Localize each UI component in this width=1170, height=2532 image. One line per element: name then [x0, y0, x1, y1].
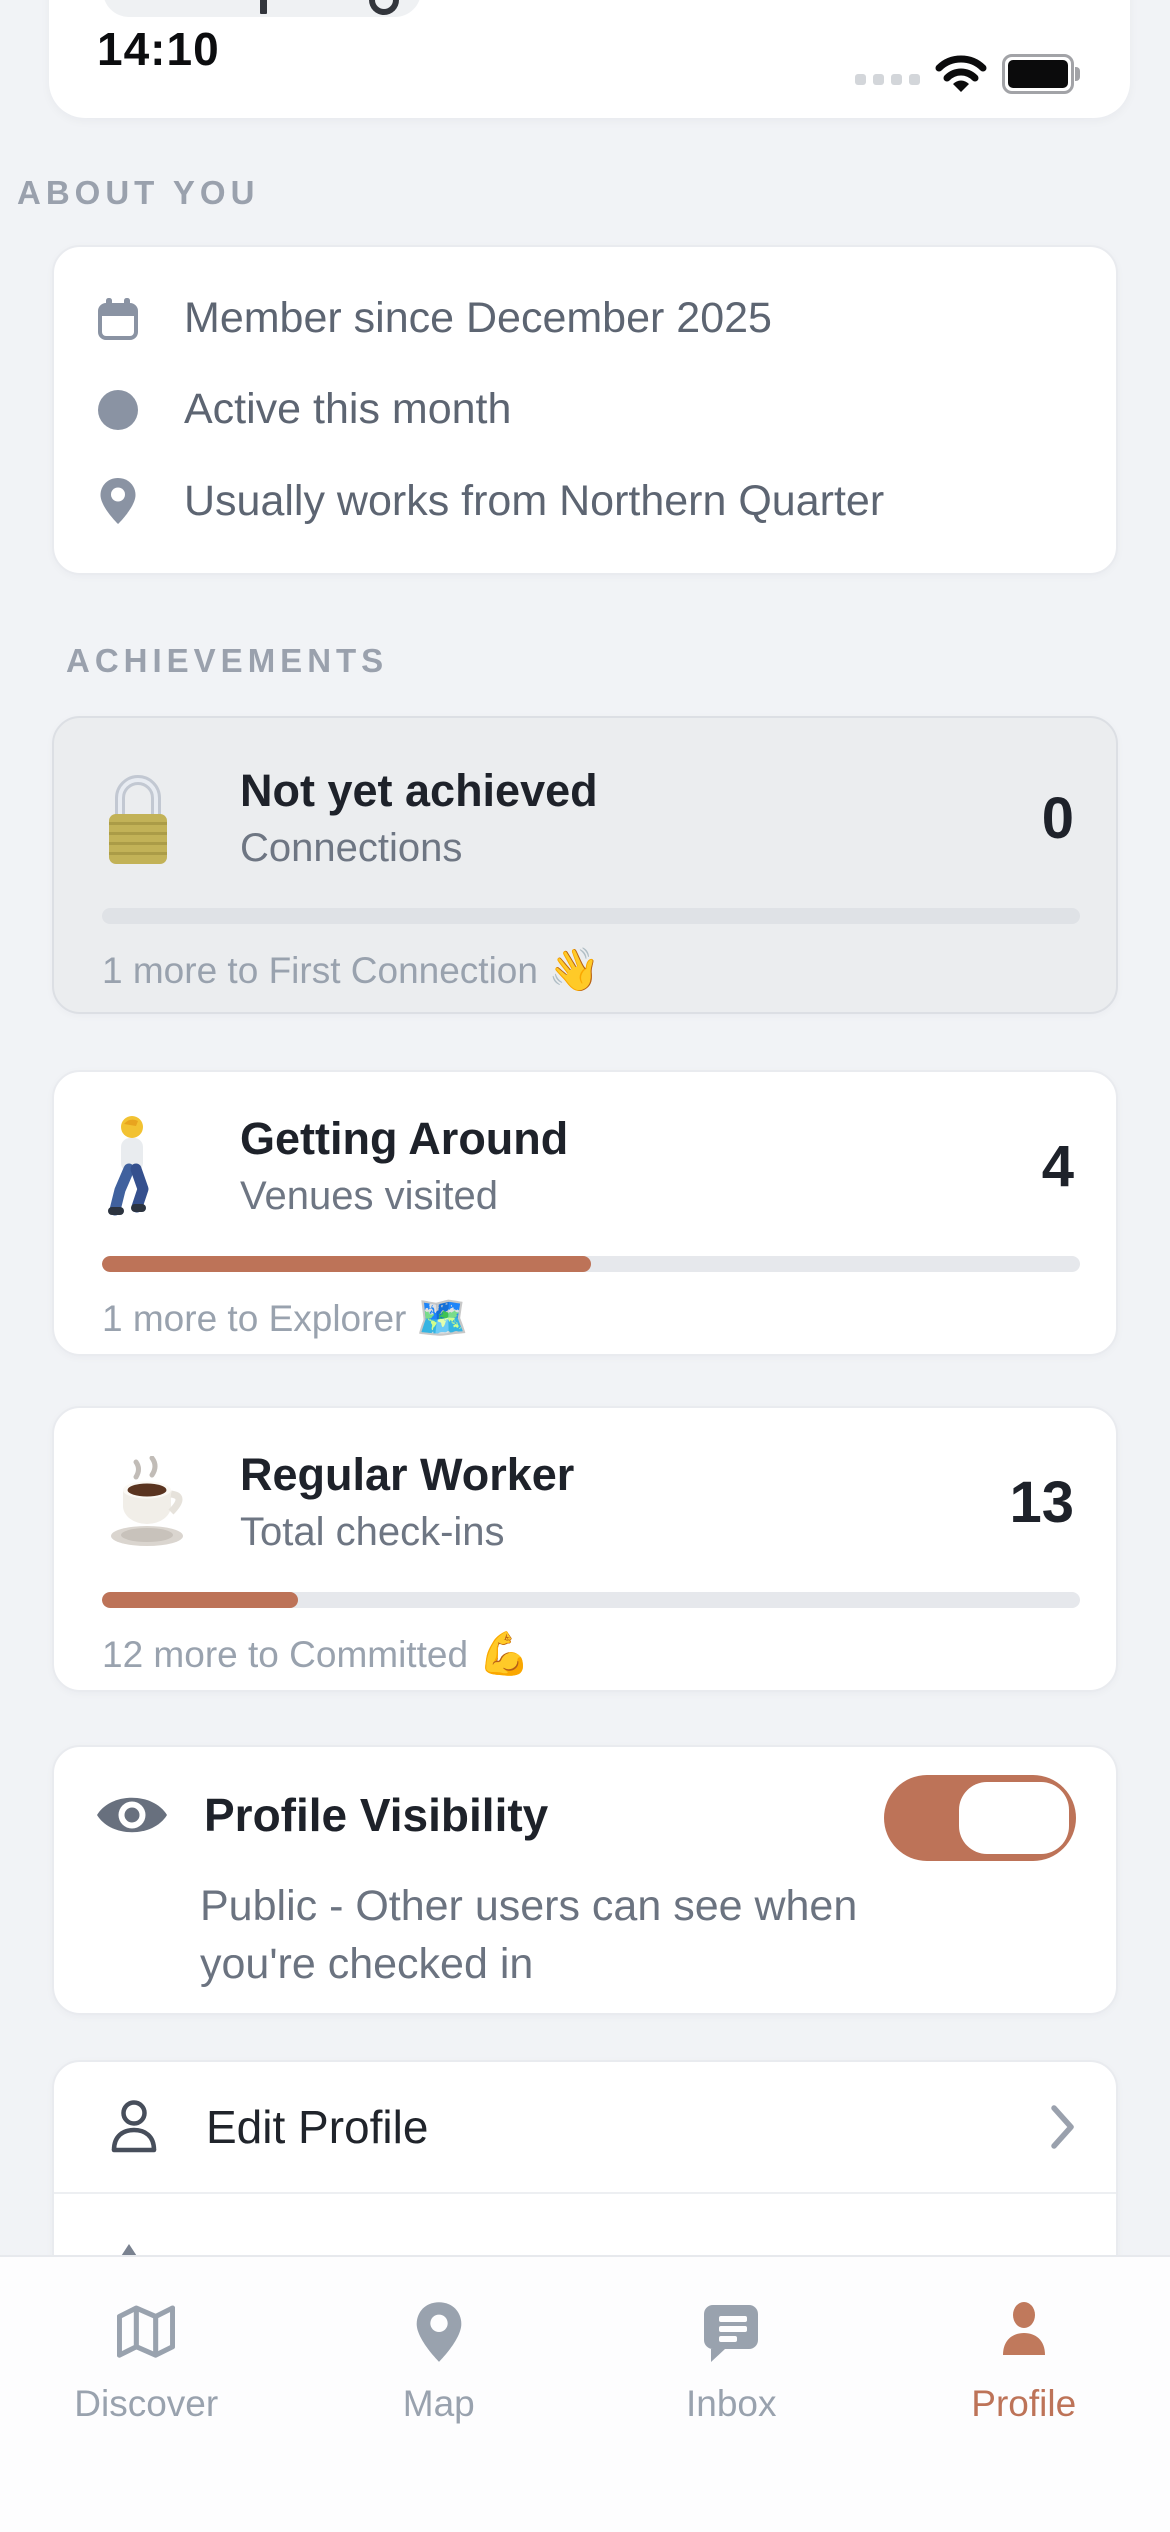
progress-track	[102, 908, 1080, 924]
lock-emoji-icon	[102, 768, 202, 868]
cellular-signal-icon	[855, 73, 920, 85]
achievement-footnote: 1 more to Explorer 🗺️	[102, 1294, 469, 1341]
profile-visibility-card: Profile Visibility Public - Other users …	[52, 1745, 1118, 2015]
tab-map[interactable]: Map	[293, 2257, 586, 2532]
top-sheet: 14:10	[49, 0, 1130, 118]
achievement-card-checkins: Regular Worker Total check-ins 13 12 mor…	[52, 1406, 1118, 1692]
tab-label: Discover	[74, 2383, 219, 2424]
status-time: 14:10	[97, 23, 220, 75]
edit-profile-row[interactable]: Edit Profile	[54, 2062, 1116, 2192]
achievement-value: 4	[1041, 1133, 1074, 1199]
tab-label: Map	[402, 2383, 475, 2424]
achievement-value: 0	[1041, 785, 1074, 851]
world-map-emoji-icon: 🗺️	[416, 1294, 469, 1341]
tab-label: Inbox	[685, 2383, 777, 2424]
tab-profile[interactable]: Profile	[878, 2257, 1170, 2532]
toggle-knob	[959, 1782, 1069, 1854]
achievement-subtitle: Connections	[240, 826, 463, 870]
scroll-remnant-pill	[103, 0, 421, 17]
battery-icon	[1002, 54, 1080, 94]
about-row-active: Active this month	[94, 385, 1076, 434]
progress-fill	[102, 1592, 298, 1608]
achievement-footnote: 1 more to First Connection 👋	[102, 946, 601, 993]
achievement-title: Getting Around	[240, 1113, 569, 1164]
about-row-member-since: Member since December 2025	[94, 294, 1076, 343]
profile-visibility-title: Profile Visibility	[204, 1789, 549, 1841]
status-icons	[855, 50, 1080, 98]
person-icon	[998, 2301, 1050, 2363]
progress-track	[102, 1592, 1080, 1608]
wave-emoji-icon: 👋	[547, 946, 601, 993]
edit-profile-label: Edit Profile	[206, 2101, 429, 2153]
achievements-section-header: ACHIEVEMENTS	[66, 642, 389, 679]
progress-fill	[102, 1256, 591, 1272]
calendar-icon	[94, 295, 142, 343]
progress-track	[102, 1256, 1080, 1272]
about-text: Member since December 2025	[184, 294, 772, 342]
about-text: Active this month	[184, 385, 512, 433]
achievement-subtitle: Venues visited	[240, 1174, 498, 1218]
tab-label: Profile	[971, 2383, 1077, 2424]
bottom-tab-bar: Discover Map Inbox	[0, 2255, 1170, 2532]
profile-visibility-toggle[interactable]	[884, 1775, 1076, 1861]
coffee-emoji-icon	[102, 1456, 202, 1548]
location-pin-icon	[414, 2301, 464, 2363]
flexed-biceps-emoji-icon: 💪	[478, 1630, 531, 1677]
achievement-subtitle: Total check-ins	[240, 1510, 505, 1554]
pin-icon	[94, 476, 142, 526]
walking-person-emoji-icon	[102, 1114, 202, 1218]
text-fragment	[260, 0, 267, 14]
dot-icon	[94, 389, 142, 430]
wifi-icon	[935, 52, 987, 96]
achievement-value: 13	[1009, 1469, 1074, 1535]
achievement-footnote: 12 more to Committed 💪	[102, 1630, 531, 1677]
about-text: Usually works from Northern Quarter	[184, 476, 885, 525]
text-fragment	[369, 0, 399, 15]
eye-icon	[94, 1787, 170, 1843]
profile-visibility-description: Public - Other users can see when you're…	[200, 1882, 858, 1988]
about-row-location: Usually works from Northern Quarter	[94, 476, 1076, 526]
achievement-title: Not yet achieved	[240, 765, 598, 816]
achievement-title: Regular Worker	[240, 1449, 575, 1500]
menu-divider	[54, 2192, 1116, 2194]
tab-discover[interactable]: Discover	[0, 2257, 293, 2532]
map-folded-icon	[117, 2301, 176, 2363]
chevron-right-icon	[1050, 2104, 1076, 2150]
about-section-header: ABOUT YOU	[17, 174, 260, 211]
chat-bubble-icon	[701, 2301, 761, 2363]
achievement-card-venues: Getting Around Venues visited 4 1 more t…	[52, 1070, 1118, 1356]
about-card: Member since December 2025 Active this m…	[52, 245, 1118, 575]
tab-inbox[interactable]: Inbox	[585, 2257, 878, 2532]
person-icon	[106, 2098, 162, 2156]
achievement-card-connections: Not yet achieved Connections 0 1 more to…	[52, 716, 1118, 1014]
